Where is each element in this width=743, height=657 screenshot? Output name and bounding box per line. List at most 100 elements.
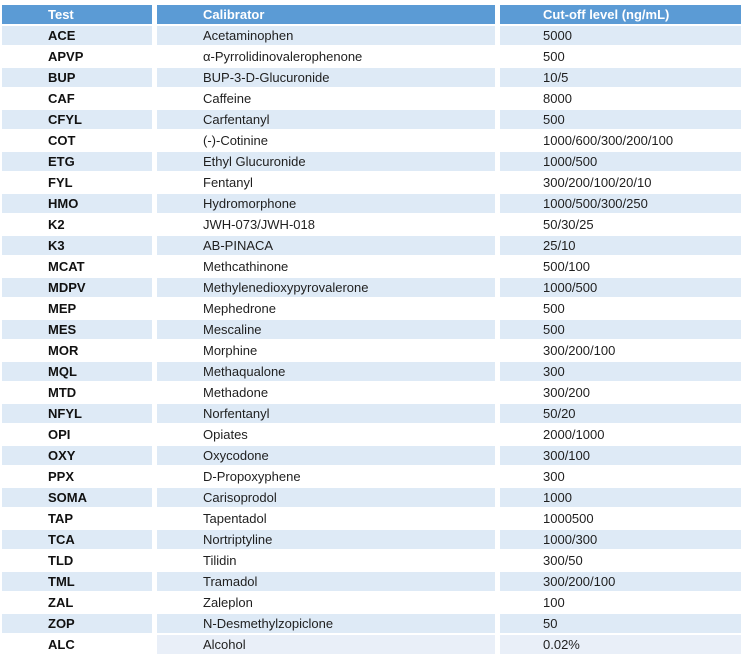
table-row: TLD Tilidin 300/50 [2, 551, 741, 570]
test-code-cell: SOMA [2, 488, 152, 507]
cutoff-level-cell: 300/200/100 [500, 341, 741, 360]
calibrator-cell: Ethyl Glucuronide [157, 152, 495, 171]
table-row: CAF Caffeine 8000 [2, 89, 741, 108]
test-code-cell: CAF [2, 89, 152, 108]
table-row: MDPV Methylenedioxypyrovalerone 1000/500 [2, 278, 741, 297]
test-code-cell: BUP [2, 68, 152, 87]
test-code-cell: MEP [2, 299, 152, 318]
table-row: CFYL Carfentanyl 500 [2, 110, 741, 129]
calibrator-cell: Carisoprodol [157, 488, 495, 507]
cutoff-level-cell: 2000/1000 [500, 425, 741, 444]
cutoff-level-cell: 500 [500, 299, 741, 318]
table-row: MES Mescaline 500 [2, 320, 741, 339]
calibrator-cell: Caffeine [157, 89, 495, 108]
table-row: ZOP N-Desmethylzopiclone 50 [2, 614, 741, 633]
calibrator-cell: BUP-3-D-Glucuronide [157, 68, 495, 87]
cutoff-level-cell: 300 [500, 467, 741, 486]
calibrator-cell: Hydromorphone [157, 194, 495, 213]
cutoff-level-cell: 100 [500, 593, 741, 612]
cutoff-level-cell: 500 [500, 47, 741, 66]
test-code-cell: MCAT [2, 257, 152, 276]
table-row: OXY Oxycodone 300/100 [2, 446, 741, 465]
cutoff-level-cell: 50/30/25 [500, 215, 741, 234]
test-code-cell: ZAL [2, 593, 152, 612]
cutoff-level-cell: 8000 [500, 89, 741, 108]
column-header-calibrator: Calibrator [157, 5, 495, 24]
calibrator-cell: AB-PINACA [157, 236, 495, 255]
table-row: MEP Mephedrone 500 [2, 299, 741, 318]
test-code-cell: COT [2, 131, 152, 150]
test-code-cell: ACE [2, 26, 152, 45]
table-row: NFYL Norfentanyl 50/20 [2, 404, 741, 423]
calibrator-cell: α-Pyrrolidinovalerophenone [157, 47, 495, 66]
cutoff-level-cell: 300/200/100/20/10 [500, 173, 741, 192]
calibrator-cell: Mescaline [157, 320, 495, 339]
test-code-cell: MES [2, 320, 152, 339]
cutoff-level-cell: 500/100 [500, 257, 741, 276]
test-code-cell: TAP [2, 509, 152, 528]
calibrator-cell: Tapentadol [157, 509, 495, 528]
cutoff-level-cell: 300 [500, 362, 741, 381]
cutoff-level-cell: 50 [500, 614, 741, 633]
calibrator-cell: Mephedrone [157, 299, 495, 318]
cutoff-level-cell: 10/5 [500, 68, 741, 87]
cutoff-level-cell: 1000/500 [500, 278, 741, 297]
cutoff-level-cell: 1000500 [500, 509, 741, 528]
cutoff-level-cell: 1000/500 [500, 152, 741, 171]
test-code-cell: MQL [2, 362, 152, 381]
calibrator-cell: Carfentanyl [157, 110, 495, 129]
calibrator-cell: Tilidin [157, 551, 495, 570]
table-row: OPI Opiates 2000/1000 [2, 425, 741, 444]
column-header-cutoff-level: Cut-off level (ng/mL) [500, 5, 741, 24]
calibrator-cell: Methaqualone [157, 362, 495, 381]
calibrator-cell: Norfentanyl [157, 404, 495, 423]
calibrator-cell: Zaleplon [157, 593, 495, 612]
test-code-cell: TCA [2, 530, 152, 549]
test-code-cell: ALC [2, 635, 152, 654]
test-code-cell: K3 [2, 236, 152, 255]
table-row: PPX D-Propoxyphene 300 [2, 467, 741, 486]
test-code-cell: APVP [2, 47, 152, 66]
test-code-cell: K2 [2, 215, 152, 234]
table-row: ZAL Zaleplon 100 [2, 593, 741, 612]
table-row: ACE Acetaminophen 5000 [2, 26, 741, 45]
table-row: BUP BUP-3-D-Glucuronide 10/5 [2, 68, 741, 87]
calibrator-cell: Alcohol [157, 635, 495, 654]
table-body: ACE Acetaminophen 5000 APVP α-Pyrrolidin… [2, 26, 741, 654]
test-code-cell: MTD [2, 383, 152, 402]
table-row: COT (-)-Cotinine 1000/600/300/200/100 [2, 131, 741, 150]
table-row: SOMA Carisoprodol 1000 [2, 488, 741, 507]
test-code-cell: PPX [2, 467, 152, 486]
cutoff-level-cell: 1000 [500, 488, 741, 507]
cutoff-level-cell: 300/100 [500, 446, 741, 465]
cutoff-level-cell: 50/20 [500, 404, 741, 423]
table-row: APVP α-Pyrrolidinovalerophenone 500 [2, 47, 741, 66]
table-row: K2 JWH-073/JWH-018 50/30/25 [2, 215, 741, 234]
test-code-cell: NFYL [2, 404, 152, 423]
cutoff-level-cell: 1000/300 [500, 530, 741, 549]
test-code-cell: OPI [2, 425, 152, 444]
cutoff-level-cell: 300/200 [500, 383, 741, 402]
test-code-cell: HMO [2, 194, 152, 213]
table-row: TML Tramadol 300/200/100 [2, 572, 741, 591]
table-row: ETG Ethyl Glucuronide 1000/500 [2, 152, 741, 171]
test-code-cell: ETG [2, 152, 152, 171]
calibrator-cell: Morphine [157, 341, 495, 360]
calibrator-table: Test Calibrator Cut-off level (ng/mL) AC… [2, 5, 741, 656]
cutoff-level-cell: 300/50 [500, 551, 741, 570]
cutoff-level-cell: 5000 [500, 26, 741, 45]
cutoff-level-cell: 500 [500, 320, 741, 339]
calibrator-cell: Methylenedioxypyrovalerone [157, 278, 495, 297]
table-row: MTD Methadone 300/200 [2, 383, 741, 402]
calibrator-cell: Opiates [157, 425, 495, 444]
table-row: HMO Hydromorphone 1000/500/300/250 [2, 194, 741, 213]
test-code-cell: TLD [2, 551, 152, 570]
calibrator-cell: Acetaminophen [157, 26, 495, 45]
cutoff-level-cell: 0.02% [500, 635, 741, 654]
table-row: K3 AB-PINACA 25/10 [2, 236, 741, 255]
table-row: MOR Morphine 300/200/100 [2, 341, 741, 360]
cutoff-level-cell: 500 [500, 110, 741, 129]
calibrator-cell: Methcathinone [157, 257, 495, 276]
table-header-row: Test Calibrator Cut-off level (ng/mL) [2, 5, 741, 24]
